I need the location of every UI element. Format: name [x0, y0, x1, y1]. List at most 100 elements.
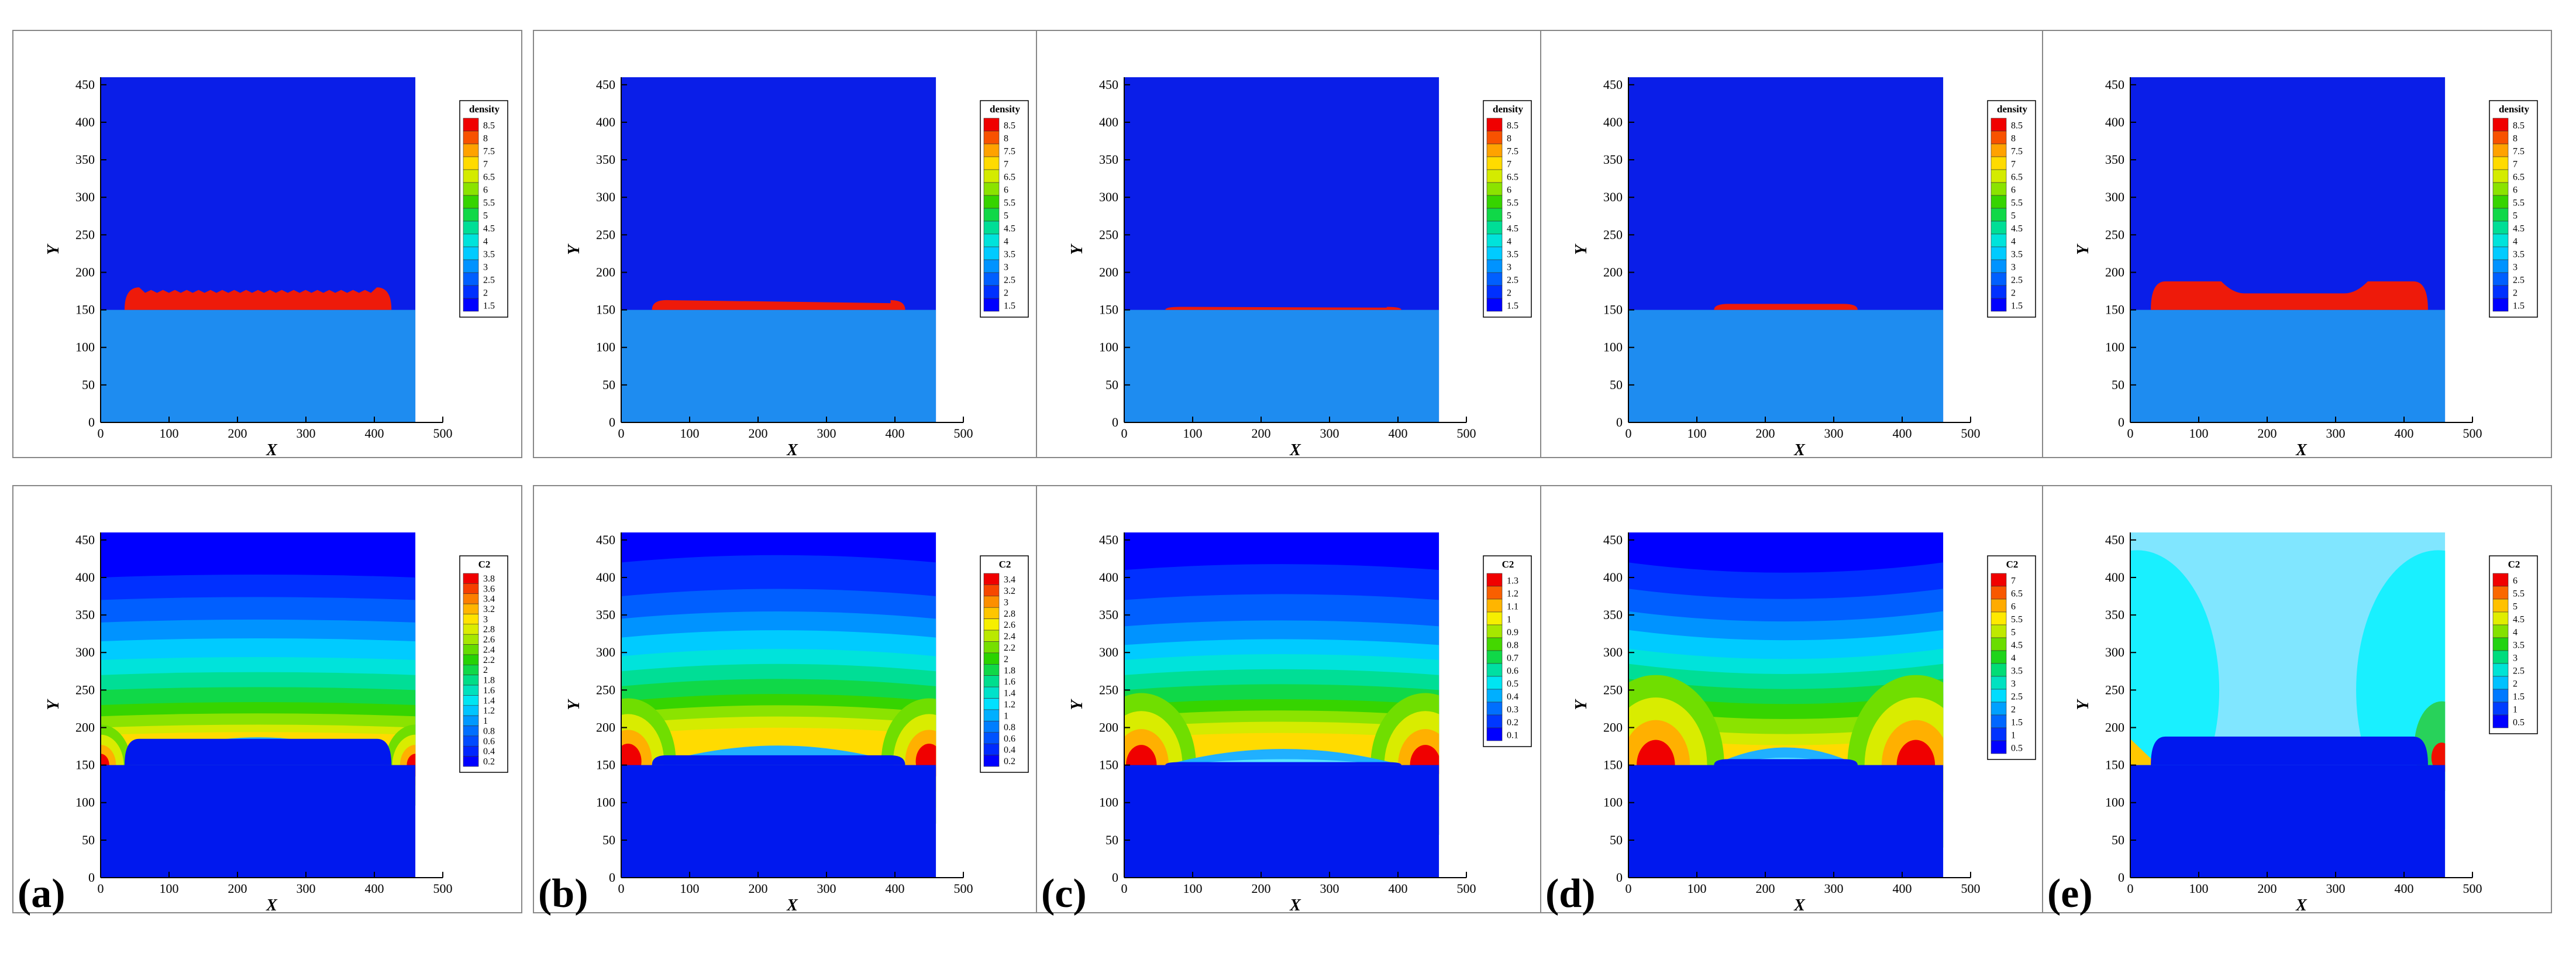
y-tick-label: 50 [1106, 377, 1118, 392]
legend-level-label: 0.4 [1004, 745, 1015, 755]
legend-level-label: 6.5 [1004, 173, 1015, 183]
legend-level-label: 8.5 [1507, 121, 1518, 131]
legend-title: density [1997, 104, 2027, 115]
legend-level-label: 0.6 [1004, 734, 1015, 744]
legend-level-label: 8 [1004, 134, 1008, 144]
legend-level-label: 4 [1004, 237, 1008, 247]
legend-level-label: 4 [2513, 628, 2518, 638]
x-tick-label: 200 [749, 881, 768, 896]
y-tick-label: 0 [1112, 415, 1118, 429]
legend-swatch [1990, 676, 2007, 690]
legend-level-label: 7 [2513, 160, 2518, 170]
legend-level-label: 7 [1004, 160, 1008, 170]
legend-title: C2 [478, 559, 491, 570]
x-tick-label: 500 [2463, 426, 2482, 441]
legend-level-label: 3.8 [483, 574, 495, 584]
legend-swatch [1486, 599, 1503, 613]
legend-swatch [2492, 689, 2509, 703]
legend-title: C2 [999, 559, 1011, 570]
legend-level-label: 4 [2011, 237, 2016, 247]
y-tick-label: 250 [1603, 682, 1623, 697]
legend-swatch [1486, 156, 1503, 170]
y-tick-label: 300 [596, 645, 615, 659]
legend-swatch [2492, 702, 2509, 716]
y-tick-label: 0 [1112, 870, 1118, 885]
legend-swatch [463, 726, 479, 737]
legend-swatch [1486, 285, 1503, 299]
legend-level-label: 0.3 [1507, 705, 1518, 715]
legend-level-label: 7.5 [483, 147, 495, 157]
contour-field [1124, 532, 1439, 878]
x-tick-label: 200 [1756, 426, 1775, 441]
legend-level-label: 1 [2011, 731, 2016, 741]
y-axis-title: Y [1572, 699, 1590, 710]
legend-level-label: 4.5 [2513, 224, 2525, 234]
legend-level-label: 7.5 [1507, 147, 1518, 157]
legend-swatch [1486, 702, 1503, 716]
legend-level-label: 0.2 [1004, 757, 1015, 766]
legend-level-label: 5.5 [2513, 589, 2525, 599]
y-tick-label: 300 [75, 190, 95, 204]
legend-swatch [2492, 637, 2509, 651]
legend-level-label: 1.5 [2513, 692, 2525, 702]
y-tick-label: 350 [596, 152, 615, 167]
panel-label: (a) [18, 871, 66, 916]
legend-swatch [1990, 169, 2007, 183]
y-tick-label: 50 [2112, 833, 2124, 847]
legend-level-label: 2 [2513, 679, 2518, 689]
y-tick-label: 450 [2105, 532, 2124, 547]
legend-swatch [1486, 143, 1503, 157]
legend-level-label: 2.4 [1004, 632, 1015, 642]
legend-swatch [983, 721, 1000, 733]
legend-level-label: 8.5 [1004, 121, 1015, 131]
legend-swatch [1990, 156, 2007, 170]
x-tick-label: 300 [1320, 426, 1339, 441]
x-tick-label: 400 [1389, 881, 1408, 896]
legend-swatch [983, 272, 1000, 286]
legend-swatch [1486, 637, 1503, 651]
legend-level-label: 1.5 [1004, 301, 1015, 311]
legend-swatch [463, 246, 479, 260]
panel-e-bottom: 0 100 200 300 400 500 0 50 100 150 200 250 300 350 400… [2042, 485, 2552, 916]
legend-level-label: 5 [2513, 602, 2518, 612]
legend-swatch [1990, 246, 2007, 260]
legend-swatch [2492, 221, 2509, 235]
y-tick-label: 450 [75, 532, 95, 547]
panel-label: (b) [538, 871, 588, 916]
panel-b-top: 0 100 200 300 400 500 0 50 100 150 200 250 300 350 400… [533, 30, 1043, 459]
legend-swatch [1990, 586, 2007, 600]
y-tick-label: 400 [75, 115, 95, 129]
legend-swatch [2492, 118, 2509, 132]
legend-swatch [983, 298, 1000, 312]
legend-level-label: 4.5 [2011, 641, 2023, 651]
legend-level-label: 0.8 [1507, 641, 1518, 651]
y-tick-label: 100 [75, 340, 95, 355]
liquid-region [2130, 310, 2446, 422]
legend-swatch [983, 618, 1000, 631]
y-tick-label: 50 [602, 833, 615, 847]
legend-level-label: 4.5 [2513, 615, 2525, 625]
contour-field [2130, 532, 2446, 878]
y-tick-label: 250 [596, 682, 615, 697]
y-tick-label: 50 [1610, 833, 1623, 847]
legend-level-label: 0.5 [1507, 679, 1518, 689]
y-tick-label: 200 [1099, 264, 1118, 279]
legend-title: density [990, 104, 1020, 115]
legend-level-label: 2.5 [2513, 276, 2525, 286]
x-tick-label: 0 [1626, 426, 1632, 441]
legend-level-label: 1.1 [1507, 602, 1518, 612]
x-tick-label: 300 [1824, 881, 1844, 896]
contour-field [1628, 77, 1944, 422]
legend-level-label: 3 [1004, 597, 1008, 607]
x-tick-label: 300 [2326, 426, 2346, 441]
legend-title: C2 [1502, 559, 1514, 570]
y-tick-label: 50 [2112, 377, 2124, 392]
x-axis-title: X [1793, 896, 1806, 915]
legend-level-label: 6.5 [2011, 589, 2023, 599]
legend-swatch [463, 208, 479, 222]
legend-swatch [1486, 118, 1503, 132]
y-tick-label: 300 [1099, 190, 1118, 204]
x-tick-label: 500 [954, 881, 973, 896]
legend-level-label: 1.5 [483, 301, 495, 311]
legend-swatch [1990, 285, 2007, 299]
